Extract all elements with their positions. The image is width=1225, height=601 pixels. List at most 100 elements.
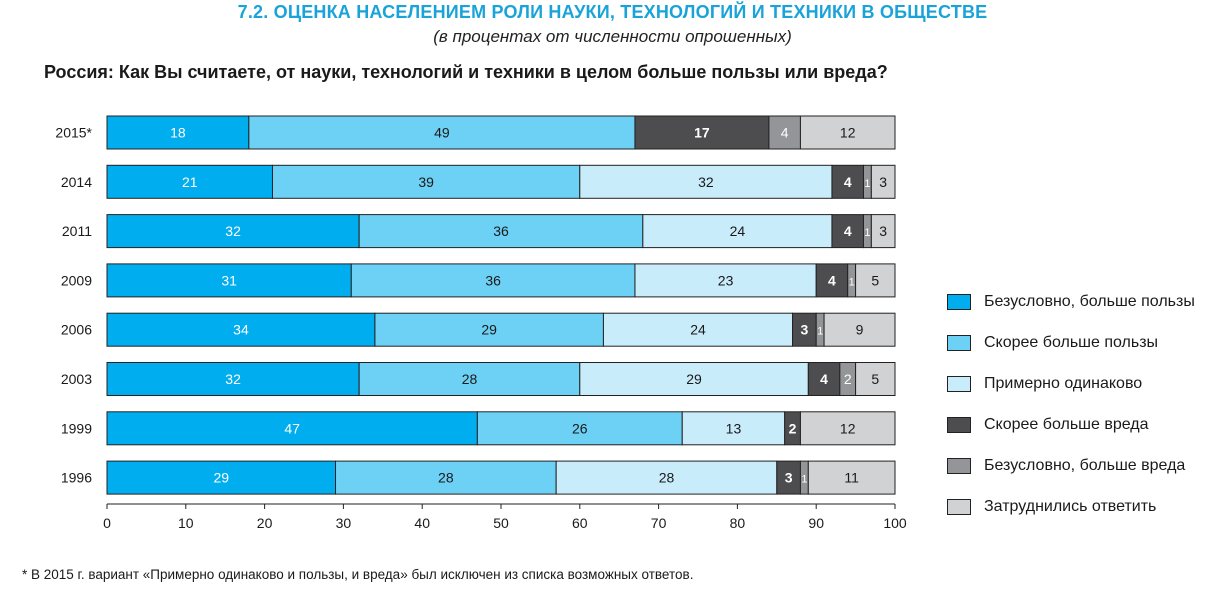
data-label: 4 (844, 174, 852, 190)
legend-swatch (947, 375, 971, 392)
bar-segment (271, 164, 581, 199)
chart-legend: Безусловно, больше пользы Скорее больше п… (947, 281, 1195, 527)
x-tick-label: 90 (808, 515, 824, 531)
data-label: 36 (493, 223, 509, 239)
data-label: 49 (434, 125, 450, 141)
bar-segment (807, 460, 896, 495)
data-label: 13 (726, 420, 742, 436)
bar-segment (106, 312, 376, 347)
x-tick-label: 70 (651, 515, 667, 531)
bar-segment (579, 362, 809, 396)
bar-segment (579, 164, 833, 199)
data-label: 29 (686, 371, 702, 387)
legend-item: Скорее больше вреда (947, 404, 1195, 445)
bar-segment (374, 312, 604, 347)
x-tick-label: 10 (178, 515, 194, 531)
legend-label: Скорее больше пользы (984, 333, 1159, 351)
data-label: 32 (225, 223, 241, 239)
data-label: 1 (801, 474, 807, 486)
data-label: 26 (572, 420, 588, 436)
legend-swatch (947, 498, 971, 515)
bar-segment (350, 263, 636, 298)
data-label: 36 (485, 272, 501, 288)
data-label: 4 (844, 223, 852, 239)
data-label: 5 (871, 272, 879, 288)
category-label: 2015* (55, 125, 92, 141)
bar-segment (815, 263, 849, 298)
category-label: 2009 (61, 272, 92, 288)
bar-segment (831, 164, 864, 199)
bar-segment (768, 115, 801, 150)
bar-segment (831, 214, 864, 249)
data-label: 17 (694, 125, 710, 141)
data-label: 11 (844, 470, 859, 486)
data-label: 12 (840, 125, 856, 141)
data-label: 29 (481, 322, 497, 338)
category-label: 2014 (61, 174, 92, 190)
legend-item: Безусловно, больше пользы (947, 281, 1195, 322)
data-label: 34 (233, 322, 249, 338)
data-label: 21 (182, 174, 198, 190)
data-label: 23 (718, 272, 734, 288)
bar-segment (106, 164, 273, 199)
bar-segment (476, 411, 683, 446)
bar-segment (634, 115, 770, 150)
bar-segment (106, 362, 360, 396)
chart-title: 7.2. ОЦЕНКА НАСЕЛЕНИЕМ РОЛИ НАУКИ, ТЕХНО… (237, 2, 988, 22)
bar-segment (855, 263, 896, 298)
x-tick-label: 100 (883, 515, 907, 531)
legend-item: Затруднились ответить (947, 486, 1195, 527)
data-label: 32 (225, 371, 241, 387)
data-label: 4 (820, 371, 828, 387)
bar-segment (358, 214, 644, 249)
data-label: 2 (789, 420, 797, 436)
bar-segment (855, 362, 896, 396)
chart-subtitle: (в процентах от численности опрошенных) (433, 27, 792, 46)
data-label: 28 (462, 371, 478, 387)
data-label: 2 (844, 371, 852, 387)
category-label: 1996 (61, 470, 92, 486)
data-label: 4 (828, 272, 836, 288)
x-tick-label: 80 (730, 515, 746, 531)
bar-segment (602, 312, 794, 347)
x-tick-label: 40 (414, 515, 430, 531)
category-label: 1999 (61, 420, 92, 436)
bar-segment (555, 460, 778, 495)
data-label: 1 (849, 276, 855, 288)
data-label: 1 (864, 227, 870, 239)
data-label: 24 (690, 322, 706, 338)
legend-swatch (947, 293, 971, 310)
data-label: 24 (730, 223, 746, 239)
data-label: 1 (864, 178, 870, 190)
legend-label: Затруднились ответить (984, 497, 1157, 515)
legend-swatch (947, 457, 971, 474)
legend-swatch (947, 334, 971, 351)
data-label: 9 (856, 322, 864, 338)
bar-segment (799, 115, 896, 150)
x-tick-label: 20 (257, 515, 273, 531)
bar-segment (248, 115, 636, 150)
data-label: 18 (170, 125, 186, 141)
legend-item: Скорее больше пользы (947, 322, 1195, 363)
x-tick-label: 50 (493, 515, 509, 531)
legend-label: Безусловно, больше пользы (984, 292, 1195, 310)
legend-swatch (947, 416, 971, 433)
data-label: 4 (781, 125, 789, 141)
category-label: 2006 (61, 322, 92, 338)
category-label: 2003 (61, 371, 92, 387)
legend-item: Безусловно, больше вреда (947, 445, 1195, 486)
data-label: 3 (879, 223, 887, 239)
bar-segment (358, 362, 581, 396)
data-label: 3 (800, 322, 808, 338)
bar-segment (799, 411, 896, 446)
bar-segment (106, 263, 352, 298)
legend-label: Скорее больше вреда (984, 415, 1149, 433)
data-label: 28 (438, 470, 454, 486)
data-label: 29 (213, 470, 229, 486)
bar-segment (335, 460, 557, 495)
bar-segment (870, 164, 896, 199)
legend-item: Примерно одинаково (947, 363, 1195, 404)
survey-question: Россия: Как Вы считаете, от науки, техно… (44, 62, 888, 82)
data-label: 3 (879, 174, 887, 190)
bar-segment (870, 214, 896, 249)
